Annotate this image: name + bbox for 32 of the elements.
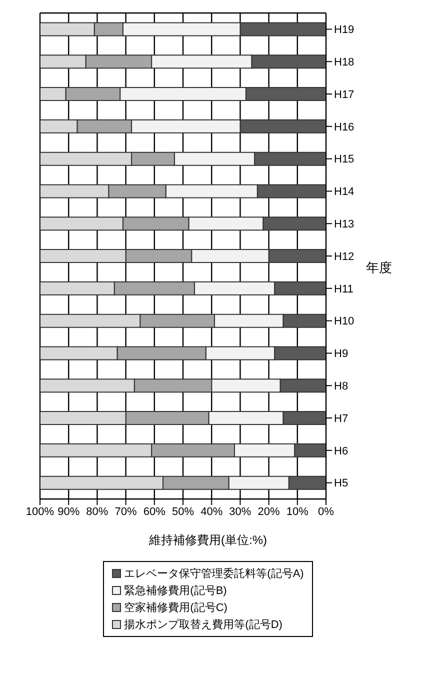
y-tick-label: H10 [334,316,354,328]
y-tick-label: H19 [334,24,354,36]
y-tick-label: H13 [334,218,354,231]
legend-label: 空家補修費用(記号C) [124,600,228,615]
x-tick-label: 80% [86,506,108,518]
x-tick-label: 90% [58,506,80,518]
x-tick-label: 50% [172,506,194,518]
y-tick-label: H17 [334,88,354,101]
x-tick-label: 30% [229,506,252,518]
x-axis-title: 維持補修費用(単位:%) [149,532,267,549]
y-tick-label: H6 [334,445,348,458]
y-tick-label: H9 [334,348,348,360]
y-axis-title: 年度 [366,259,392,277]
legend-label: エレベータ保守管理委託料等(記号A) [124,566,304,581]
x-tick-label: 70% [114,506,138,518]
y-tick-label: H8 [334,380,348,393]
legend-label: 緊急補修費用(記号B) [124,584,227,598]
y-tick-label: H5 [334,478,348,490]
x-tick-label: 100% [26,506,54,518]
y-tick-label: H18 [334,56,354,69]
legend-label: 揚水ポンプ取替え費用等(記号D) [124,618,282,632]
x-tick-label: 60% [143,506,166,518]
y-tick-label: H11 [334,283,354,296]
y-tick-label: H14 [334,186,354,198]
x-tick-label: 20% [258,506,280,518]
y-tick-label: H16 [334,121,354,134]
x-tick-label: 0% [318,506,334,518]
y-tick-label: H12 [334,250,354,263]
y-tick-label: H15 [334,154,354,166]
y-tick-label: H7 [334,412,348,425]
x-tick-label: 10% [286,506,309,518]
x-tick-label: 40% [200,506,223,518]
